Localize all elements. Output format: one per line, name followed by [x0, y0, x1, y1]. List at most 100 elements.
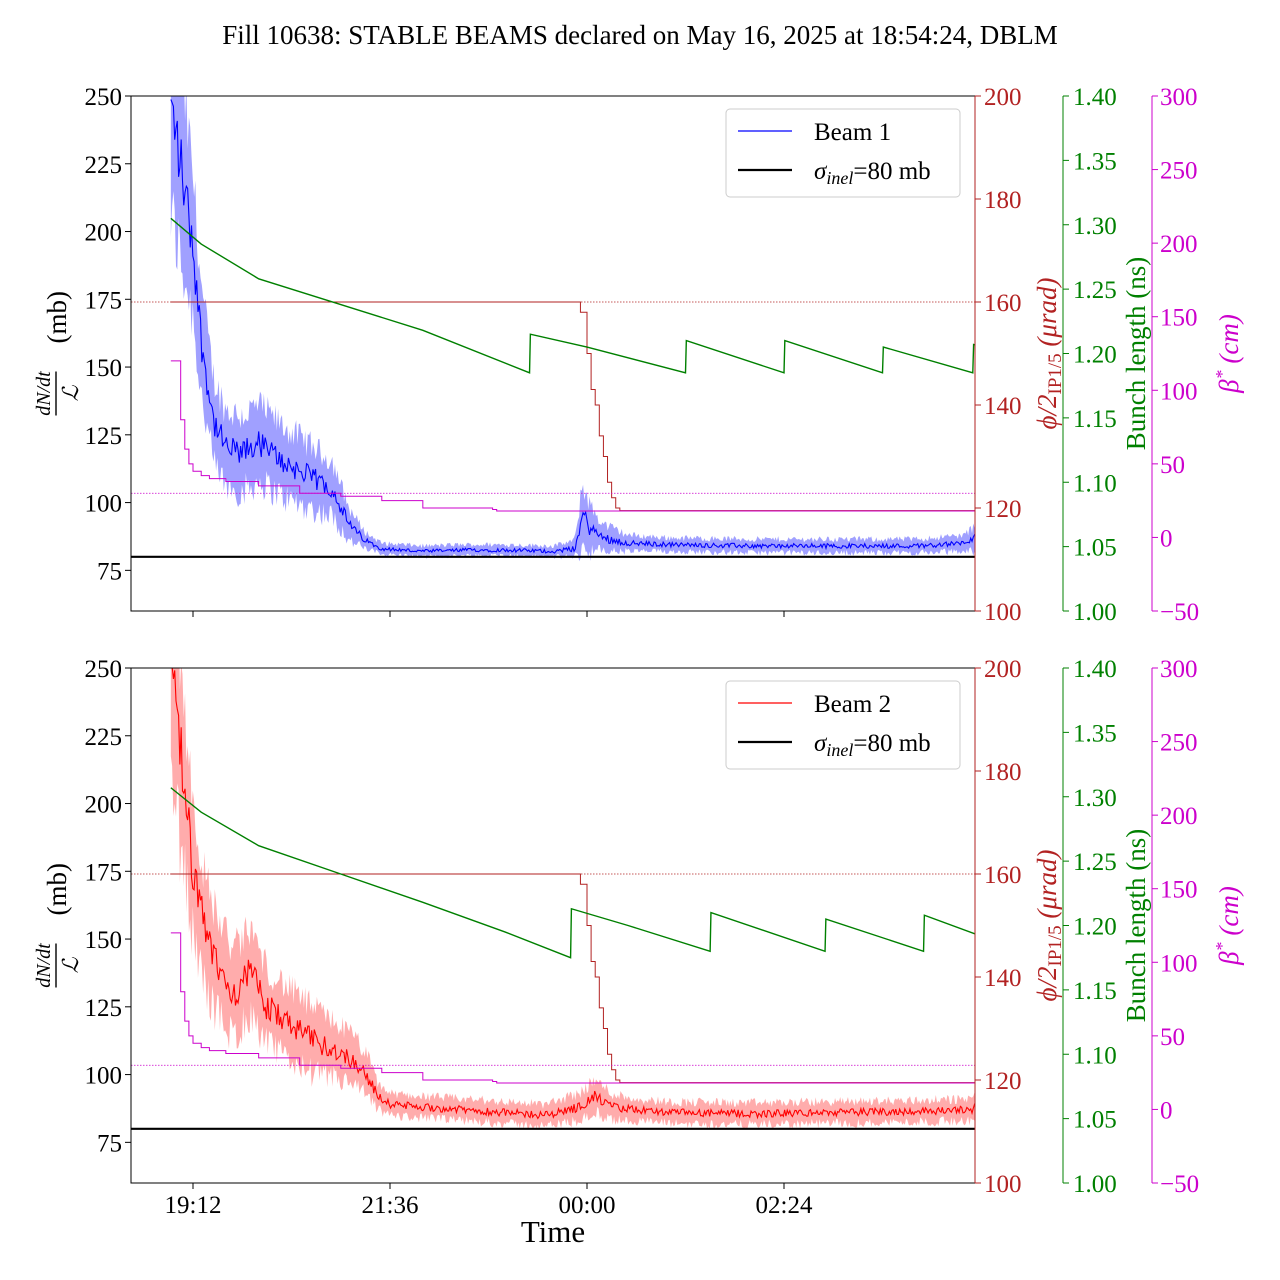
- crossing-phi: ϕ/2: [1032, 967, 1062, 1002]
- bunch-tick-label: 1.05: [1073, 535, 1117, 562]
- bunch-label-text: Bunch length (ns): [1121, 829, 1151, 1022]
- beta-tick-label: −50: [1160, 599, 1199, 626]
- left-tick-label: 75: [97, 558, 122, 585]
- beta-label-text: β* (cm): [1212, 314, 1244, 394]
- left-tick-label: 175: [85, 859, 123, 886]
- beta-unit: (cm): [1214, 886, 1244, 942]
- left-tick-label: 225: [85, 724, 123, 751]
- beta-tick-label: 50: [1160, 452, 1185, 479]
- legend-sigma-sub: inel: [826, 168, 853, 188]
- bunch-tick-label: 1.35: [1073, 720, 1117, 747]
- beta-tick-label: 100: [1160, 378, 1198, 405]
- series-band-beam2: [170, 668, 975, 1130]
- beta-series-line: [170, 360, 975, 512]
- beta-tick-label: 150: [1160, 877, 1198, 904]
- plot-area: [131, 668, 975, 1130]
- beta-axis-label: β* (cm): [1212, 314, 1244, 394]
- left-label-numerator: dN/dt: [33, 371, 55, 416]
- bunch-series-line: [170, 787, 975, 959]
- bunch-tick-label: 1.40: [1073, 656, 1117, 683]
- series-line-beam2: [171, 668, 975, 1120]
- bunch-tick-label: 1.10: [1073, 1042, 1117, 1069]
- legend-label-sigma: σinel=80 mb: [814, 730, 931, 760]
- bunch-axis-label: Bunch length (ns): [1121, 257, 1151, 450]
- beta-symbol: β: [1214, 379, 1244, 394]
- beta-unit: (cm): [1214, 314, 1244, 370]
- crossing-label-text: ϕ/2IP1/5 (μrad): [1032, 278, 1066, 430]
- left-tick-label: 200: [85, 792, 123, 819]
- chart-title: Fill 10638: STABLE BEAMS declared on May…: [222, 20, 1058, 50]
- bunch-tick-label: 1.20: [1073, 342, 1117, 369]
- legend: Beam 2 σinel=80 mb: [725, 680, 961, 770]
- beta-tick-label: 300: [1160, 84, 1198, 111]
- x-tick-label: 00:00: [559, 1192, 616, 1219]
- left-label-unit: (mb): [42, 863, 72, 915]
- beta-sup: *: [1212, 942, 1232, 951]
- crossing-tick-label: 100: [984, 599, 1022, 626]
- bunch-tick-label: 1.35: [1073, 148, 1117, 175]
- panel-top: 75 100 125 150 175 200 225 250 100 120 140 160 180 20…: [33, 84, 1244, 626]
- legend-sigma-symbol: σ: [814, 730, 828, 757]
- legend-label-sigma: σinel=80 mb: [814, 158, 931, 188]
- crossing-tick-label: 180: [984, 759, 1022, 786]
- beta-axis-label: β* (cm): [1212, 886, 1244, 966]
- bunch-tick-label: 1.30: [1073, 213, 1117, 240]
- crossing-tick-label: 140: [984, 965, 1022, 992]
- left-label-unit: (mb): [42, 291, 72, 343]
- beta-tick-label: 250: [1160, 158, 1198, 185]
- series-line-beam1: [170, 99, 975, 554]
- crossing-series-line: [170, 301, 975, 512]
- bunch-label-text: Bunch length (ns): [1121, 257, 1151, 450]
- bunch-series-line: [170, 217, 975, 374]
- x-tick-label: 19:12: [165, 1192, 222, 1219]
- beta-tick-label: 250: [1160, 730, 1198, 757]
- crossing-phi: ϕ/2: [1032, 395, 1062, 430]
- beta-series-line: [170, 932, 975, 1084]
- bunch-tick-label: 1.10: [1073, 470, 1117, 497]
- crossing-tick-label: 200: [984, 656, 1022, 683]
- crossing-tick-label: 160: [984, 290, 1022, 317]
- beta-tick-label: 200: [1160, 803, 1198, 830]
- beta-sup: *: [1212, 370, 1232, 379]
- left-tick-label: 100: [85, 1063, 123, 1090]
- legend-sigma-value: =80 mb: [853, 730, 930, 757]
- left-axis-label: dN/dt ℒ (mb): [33, 291, 83, 416]
- crossing-tick-label: 140: [984, 393, 1022, 420]
- x-tick-label: 21:36: [362, 1192, 419, 1219]
- left-tick-label: 150: [85, 355, 123, 382]
- crossing-sub: IP1/5: [1045, 925, 1066, 966]
- bunch-tick-label: 1.40: [1073, 84, 1117, 111]
- legend: Beam 1 σinel=80 mb: [725, 108, 961, 198]
- crossing-tick-label: 180: [984, 187, 1022, 214]
- left-label-denominator: ℒ: [58, 384, 83, 401]
- beta-label-text: β* (cm): [1212, 886, 1244, 966]
- beta-symbol: β: [1214, 951, 1244, 966]
- left-tick-label: 100: [85, 491, 123, 518]
- bunch-tick-label: 1.25: [1073, 849, 1117, 876]
- beta-tick-label: −50: [1160, 1171, 1199, 1198]
- left-tick-label: 125: [85, 995, 123, 1022]
- bunch-tick-label: 1.00: [1073, 599, 1117, 626]
- left-label-numerator: dN/dt: [33, 943, 55, 988]
- beta-tick-label: 0: [1160, 1097, 1173, 1124]
- beta-tick-label: 300: [1160, 656, 1198, 683]
- bunch-tick-label: 1.05: [1073, 1107, 1117, 1134]
- left-axis-label: dN/dt ℒ (mb): [33, 863, 83, 988]
- crossing-series-line: [170, 873, 975, 1084]
- beta-tick-label: 100: [1160, 950, 1198, 977]
- beta-tick-label: 50: [1160, 1024, 1185, 1051]
- left-tick-label: 125: [85, 423, 123, 450]
- crossing-unit: (μrad): [1032, 850, 1062, 926]
- bunch-tick-label: 1.15: [1073, 406, 1117, 433]
- crossing-label-text: ϕ/2IP1/5 (μrad): [1032, 850, 1066, 1002]
- beta-tick-label: 150: [1160, 305, 1198, 332]
- bunch-tick-label: 1.15: [1073, 978, 1117, 1005]
- left-tick-label: 225: [85, 152, 123, 179]
- left-label-denominator: ℒ: [58, 956, 83, 973]
- x-axis-label: Time: [521, 1214, 585, 1249]
- left-tick-label: 250: [85, 84, 123, 111]
- bunch-tick-label: 1.20: [1073, 914, 1117, 941]
- crossing-tick-label: 120: [984, 1068, 1022, 1095]
- crossing-sub: IP1/5: [1045, 353, 1066, 394]
